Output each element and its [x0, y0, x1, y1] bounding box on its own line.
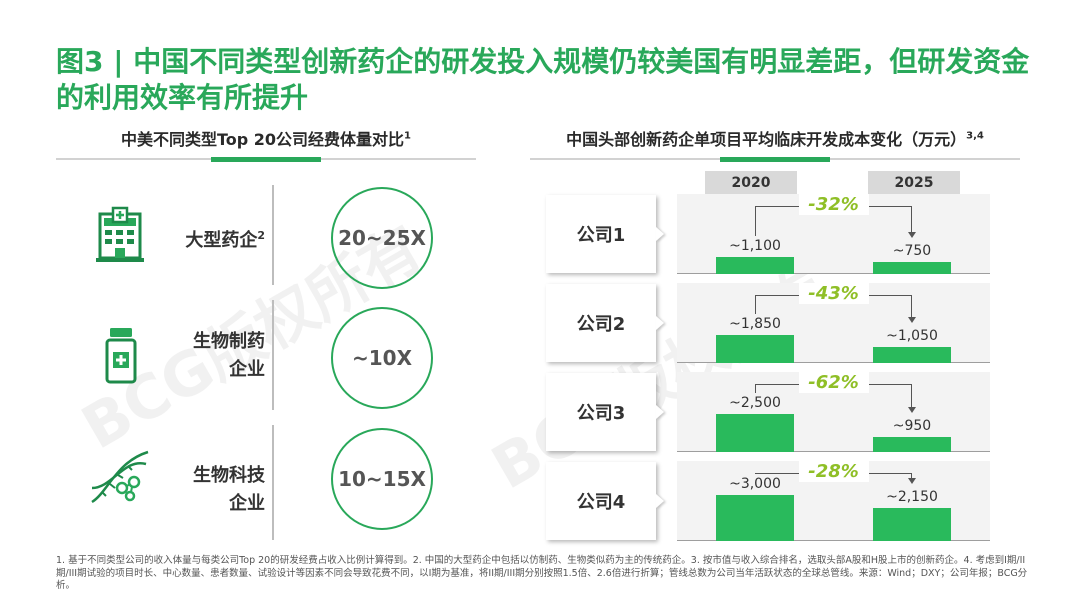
dna-molecule-icon	[91, 450, 149, 504]
change-arrow-icon	[908, 232, 916, 238]
change-bracket-left	[755, 295, 756, 314]
bar-value-label: ~2,500	[729, 395, 781, 411]
change-arrow-icon	[908, 407, 916, 413]
bar-2020	[716, 495, 794, 541]
company-label: 公司4	[546, 462, 656, 540]
bar-2020	[716, 257, 794, 274]
hospital-building-icon	[96, 206, 144, 262]
change-percent: -43%	[798, 283, 869, 304]
bar-value-label: ~1,100	[729, 238, 781, 254]
page-title: 图3 | 中国不同类型创新药企的研发投入规模仍较美国有明显差距，但研发资金的利用…	[56, 45, 1030, 114]
change-arrow-icon	[908, 478, 916, 484]
bar-2025	[873, 347, 951, 363]
bar-value-label: ~1,050	[886, 328, 938, 344]
company-label-pointer	[656, 494, 664, 508]
bar-value-label: ~950	[892, 418, 932, 434]
bar-2020	[716, 414, 794, 452]
change-arrow-icon	[908, 317, 916, 323]
bar-value-label: ~2,150	[886, 489, 938, 505]
bar-value-label: ~750	[892, 243, 932, 259]
year-tab-2025: 2025	[868, 171, 960, 195]
medicine-bottle-icon	[105, 328, 137, 384]
change-bracket-left	[755, 384, 756, 393]
company-type-label: 生物制药 企业	[193, 331, 265, 380]
bar-2020	[716, 335, 794, 363]
change-percent: -62%	[798, 372, 869, 393]
ratio-circle: 10~15X	[331, 428, 433, 530]
bar-value-label: ~1,850	[729, 316, 781, 332]
bar-2025	[873, 437, 951, 452]
footnote: 1. 基于不同类型公司的收入体量与每类公司Top 20的研发经费占收入比例计算得…	[56, 555, 1028, 591]
company-label: 公司1	[546, 195, 656, 273]
change-percent: -28%	[798, 461, 869, 482]
change-bracket-left	[755, 206, 756, 236]
left-section-heading: 中美不同类型Top 20公司经费体量对比1	[120, 130, 412, 149]
ratio-circle: ~10X	[331, 307, 433, 409]
company-label-pointer	[656, 405, 664, 419]
company-type-label: 生物科技 企业	[193, 465, 265, 514]
right-section-heading: 中国头部创新药企单项目平均临床开发成本变化（万元）3,4	[566, 130, 984, 149]
company-label: 公司2	[546, 284, 656, 362]
ratio-circle: 20~25X	[331, 187, 433, 289]
bar-value-label: ~3,000	[729, 476, 781, 492]
row-separator	[272, 300, 274, 410]
row-separator	[272, 425, 274, 540]
year-tab-2020: 2020	[705, 171, 797, 195]
change-percent: -32%	[798, 194, 869, 215]
company-label-pointer	[656, 316, 664, 330]
company-type-label: 大型药企2	[185, 229, 265, 251]
company-label-pointer	[656, 227, 664, 241]
left-section-divider	[56, 157, 476, 162]
company-label: 公司3	[546, 373, 656, 451]
row-separator	[272, 185, 274, 285]
right-section-divider	[530, 157, 1020, 162]
bar-2025	[873, 508, 951, 541]
bar-2025	[873, 262, 951, 274]
